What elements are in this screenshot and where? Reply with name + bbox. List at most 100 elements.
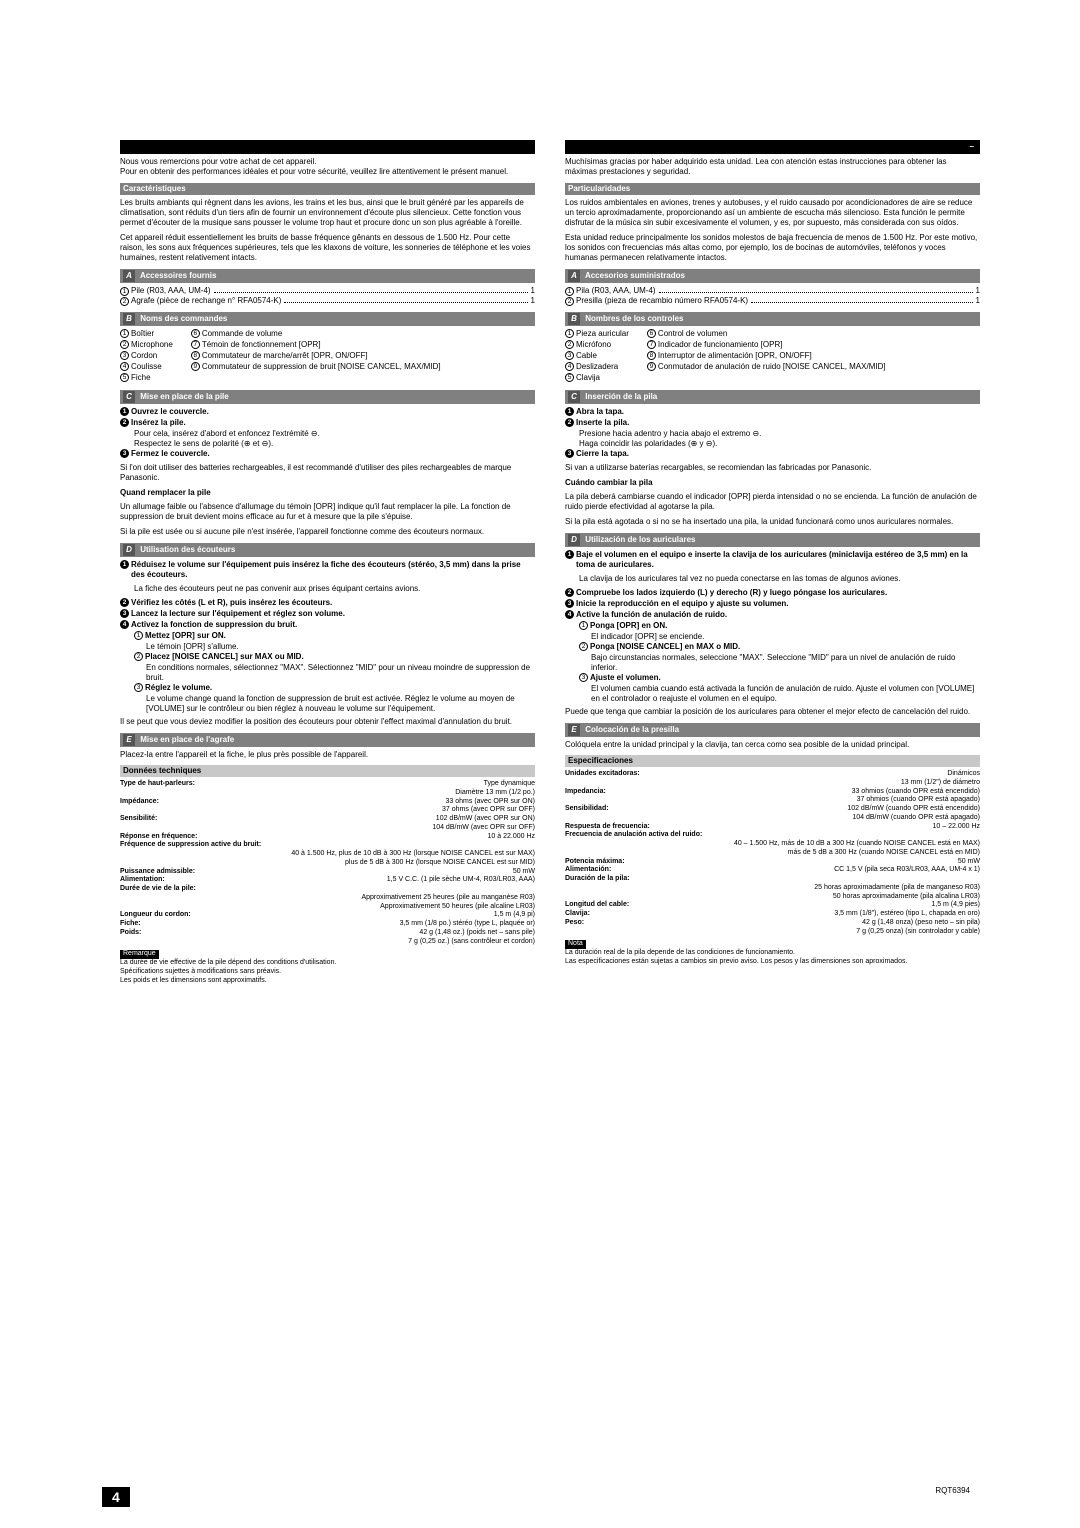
v: 50 mW xyxy=(195,868,535,877)
l: Poids: xyxy=(120,929,141,938)
ref-letter-c: C xyxy=(123,391,135,403)
text: Colocación de la presilla xyxy=(585,725,679,734)
t: Esta unidad reduce principalmente los so… xyxy=(565,233,980,263)
n3: 3 xyxy=(120,351,129,360)
fr-access-2: 2 Agrafe (pièce de rechange n° RFA0574-K… xyxy=(120,296,535,306)
v: plus de 5 dB à 300 Hz (lorsque NOISE CAN… xyxy=(120,859,535,868)
n1: 1 xyxy=(565,287,574,296)
s3: 3 xyxy=(565,449,574,458)
t: La duración real de la pila depende de l… xyxy=(565,949,795,956)
v: 33 ohms (avec OPR sur ON) xyxy=(159,798,535,807)
fr-caract-p2: Cet appareil réduit essentiellement les … xyxy=(120,233,535,263)
v: 3,5 mm (1/8"), estéreo (tipo L, chapada … xyxy=(590,910,980,919)
l: Respuesta de frecuencia: xyxy=(565,823,650,832)
ss2: 2 xyxy=(579,642,588,651)
v: 10 – 22.000 Hz xyxy=(650,823,980,832)
ref-letter-e: E xyxy=(568,724,580,736)
es-head-access: A Accesorios suministrados xyxy=(565,269,980,283)
s3: 3 xyxy=(565,599,574,608)
s3: 3 xyxy=(120,609,129,618)
l: Alimentation: xyxy=(120,876,165,885)
v: 40 à 1.500 Hz, plus de 10 dB à 300 Hz (l… xyxy=(120,850,535,859)
numref-2: 2 xyxy=(120,297,129,306)
t: Un allumage faible ou l'absence d'alluma… xyxy=(120,502,535,522)
v: 102 dB/mW (avec OPR sur ON) xyxy=(157,815,535,824)
n7: 7 xyxy=(647,340,656,349)
ref-letter-d: D xyxy=(568,534,580,546)
cmd: Commutateur de marche/arrêt [OPR, ON/OFF… xyxy=(202,351,535,361)
cmd: Control de volumen xyxy=(658,329,980,339)
s1: 1 xyxy=(120,560,129,569)
column-french: Nous vous remercions pour votre achat de… xyxy=(120,140,535,985)
l: Sensibilidad: xyxy=(565,805,609,814)
t: El indicador [OPR] se enciende. xyxy=(591,632,980,642)
label: Pila (R03, AAA, UM-4) xyxy=(576,286,656,296)
t: Ponga [OPR] en ON. xyxy=(590,621,980,631)
t: Si la pile est usée ou si aucune pile n'… xyxy=(120,527,535,537)
cmd: Interruptor de alimentación [OPR, ON/OFF… xyxy=(658,351,980,361)
n5: 5 xyxy=(565,373,574,382)
t: Placez [NOISE CANCEL] sur MAX ou MID. xyxy=(145,652,535,662)
fr-thanks: Nous vous remercions pour votre achat de… xyxy=(120,157,535,177)
n2: 2 xyxy=(565,297,574,306)
text: Accessoires fournis xyxy=(140,271,216,280)
es-thanks: Muchísimas gracias por haber adquirido e… xyxy=(565,157,980,177)
step3: 3 xyxy=(120,449,129,458)
n4: 4 xyxy=(120,362,129,371)
numref-1: 1 xyxy=(120,287,129,296)
l: Fiche: xyxy=(120,920,141,929)
l: Impédance: xyxy=(120,798,159,807)
v: Dinámicos xyxy=(640,770,980,779)
t: Ajuste el volumen. xyxy=(590,673,980,683)
cmd: Fiche xyxy=(131,373,173,383)
leader xyxy=(284,302,527,303)
t: Inicie la reproducción en el equipo y aj… xyxy=(576,599,980,609)
fr-head-agrafe: E Mise en place de l'agrafe xyxy=(120,733,535,747)
s2: 2 xyxy=(120,598,129,607)
text: Utilización de los auriculares xyxy=(585,535,695,544)
l: Unidades excitadoras: xyxy=(565,770,640,779)
cmd: Boîtier xyxy=(131,329,173,339)
n4: 4 xyxy=(565,362,574,371)
v: 42 g (1,48 onza) (peso neto – sin pila) xyxy=(584,919,980,928)
t: Presione hacia adentro y hacia abajo el … xyxy=(579,429,980,439)
v: 3,5 mm (1/8 po.) stéréo (type L, plaquée… xyxy=(141,920,535,929)
t: Si la pila está agotada o si no se ha in… xyxy=(565,517,980,527)
label: Pile (R03, AAA, UM-4) xyxy=(131,286,211,296)
t: Vérifiez les côtés (L et R), puis insére… xyxy=(131,598,535,608)
v: 1,5 V C.C. (1 pile sèche UM-4, R03/LR03,… xyxy=(165,876,535,885)
fr-head-caract: Caractéristiques xyxy=(120,183,535,195)
l: Sensibilité: xyxy=(120,815,157,824)
t: Placez-la entre l'appareil et la fiche, … xyxy=(120,750,535,760)
t: Bajo circunstancias normales, seleccione… xyxy=(591,653,980,673)
n9: 9 xyxy=(191,362,200,371)
t: Il se peut que vous deviez modifier la p… xyxy=(120,717,535,727)
v: 50 horas aproximadamente (pila alcalina … xyxy=(565,893,980,902)
qty: 1 xyxy=(531,286,535,296)
n2: 2 xyxy=(120,340,129,349)
v: 37 ohms (avec OPR sur OFF) xyxy=(120,806,535,815)
t: Si van a utilizarse baterías recargables… xyxy=(565,463,980,473)
l: Impedancia: xyxy=(565,788,606,797)
t: Activez la fonction de suppression du br… xyxy=(131,620,535,630)
ref-letter-a: A xyxy=(568,270,580,282)
ref-letter-a: A xyxy=(123,270,135,282)
t: Compruebe los lados izquierdo (L) y dere… xyxy=(576,588,980,598)
s2: 2 xyxy=(565,588,574,597)
page-number-tab: 4 xyxy=(102,1489,130,1507)
l: Durée de vie de la pile: xyxy=(120,885,196,894)
l: Clavija: xyxy=(565,910,590,919)
t: Réglez le volume. xyxy=(145,683,535,693)
t: Las especificaciones están sujetas a cam… xyxy=(565,958,907,965)
es-access-1: 1 Pila (R03, AAA, UM-4) 1 xyxy=(565,286,980,296)
cmd: Indicador de funcionamiento [OPR] xyxy=(658,340,980,350)
cmd: Pieza auricular xyxy=(576,329,629,339)
ref-letter-d: D xyxy=(123,544,135,556)
lang-bar-es: – xyxy=(565,140,980,154)
dash: – xyxy=(970,140,974,154)
n1: 1 xyxy=(565,329,574,338)
ref-letter-c: C xyxy=(568,391,580,403)
text: Mise en place de la pile xyxy=(140,392,228,401)
n8: 8 xyxy=(647,351,656,360)
cmd: Cordon xyxy=(131,351,173,361)
